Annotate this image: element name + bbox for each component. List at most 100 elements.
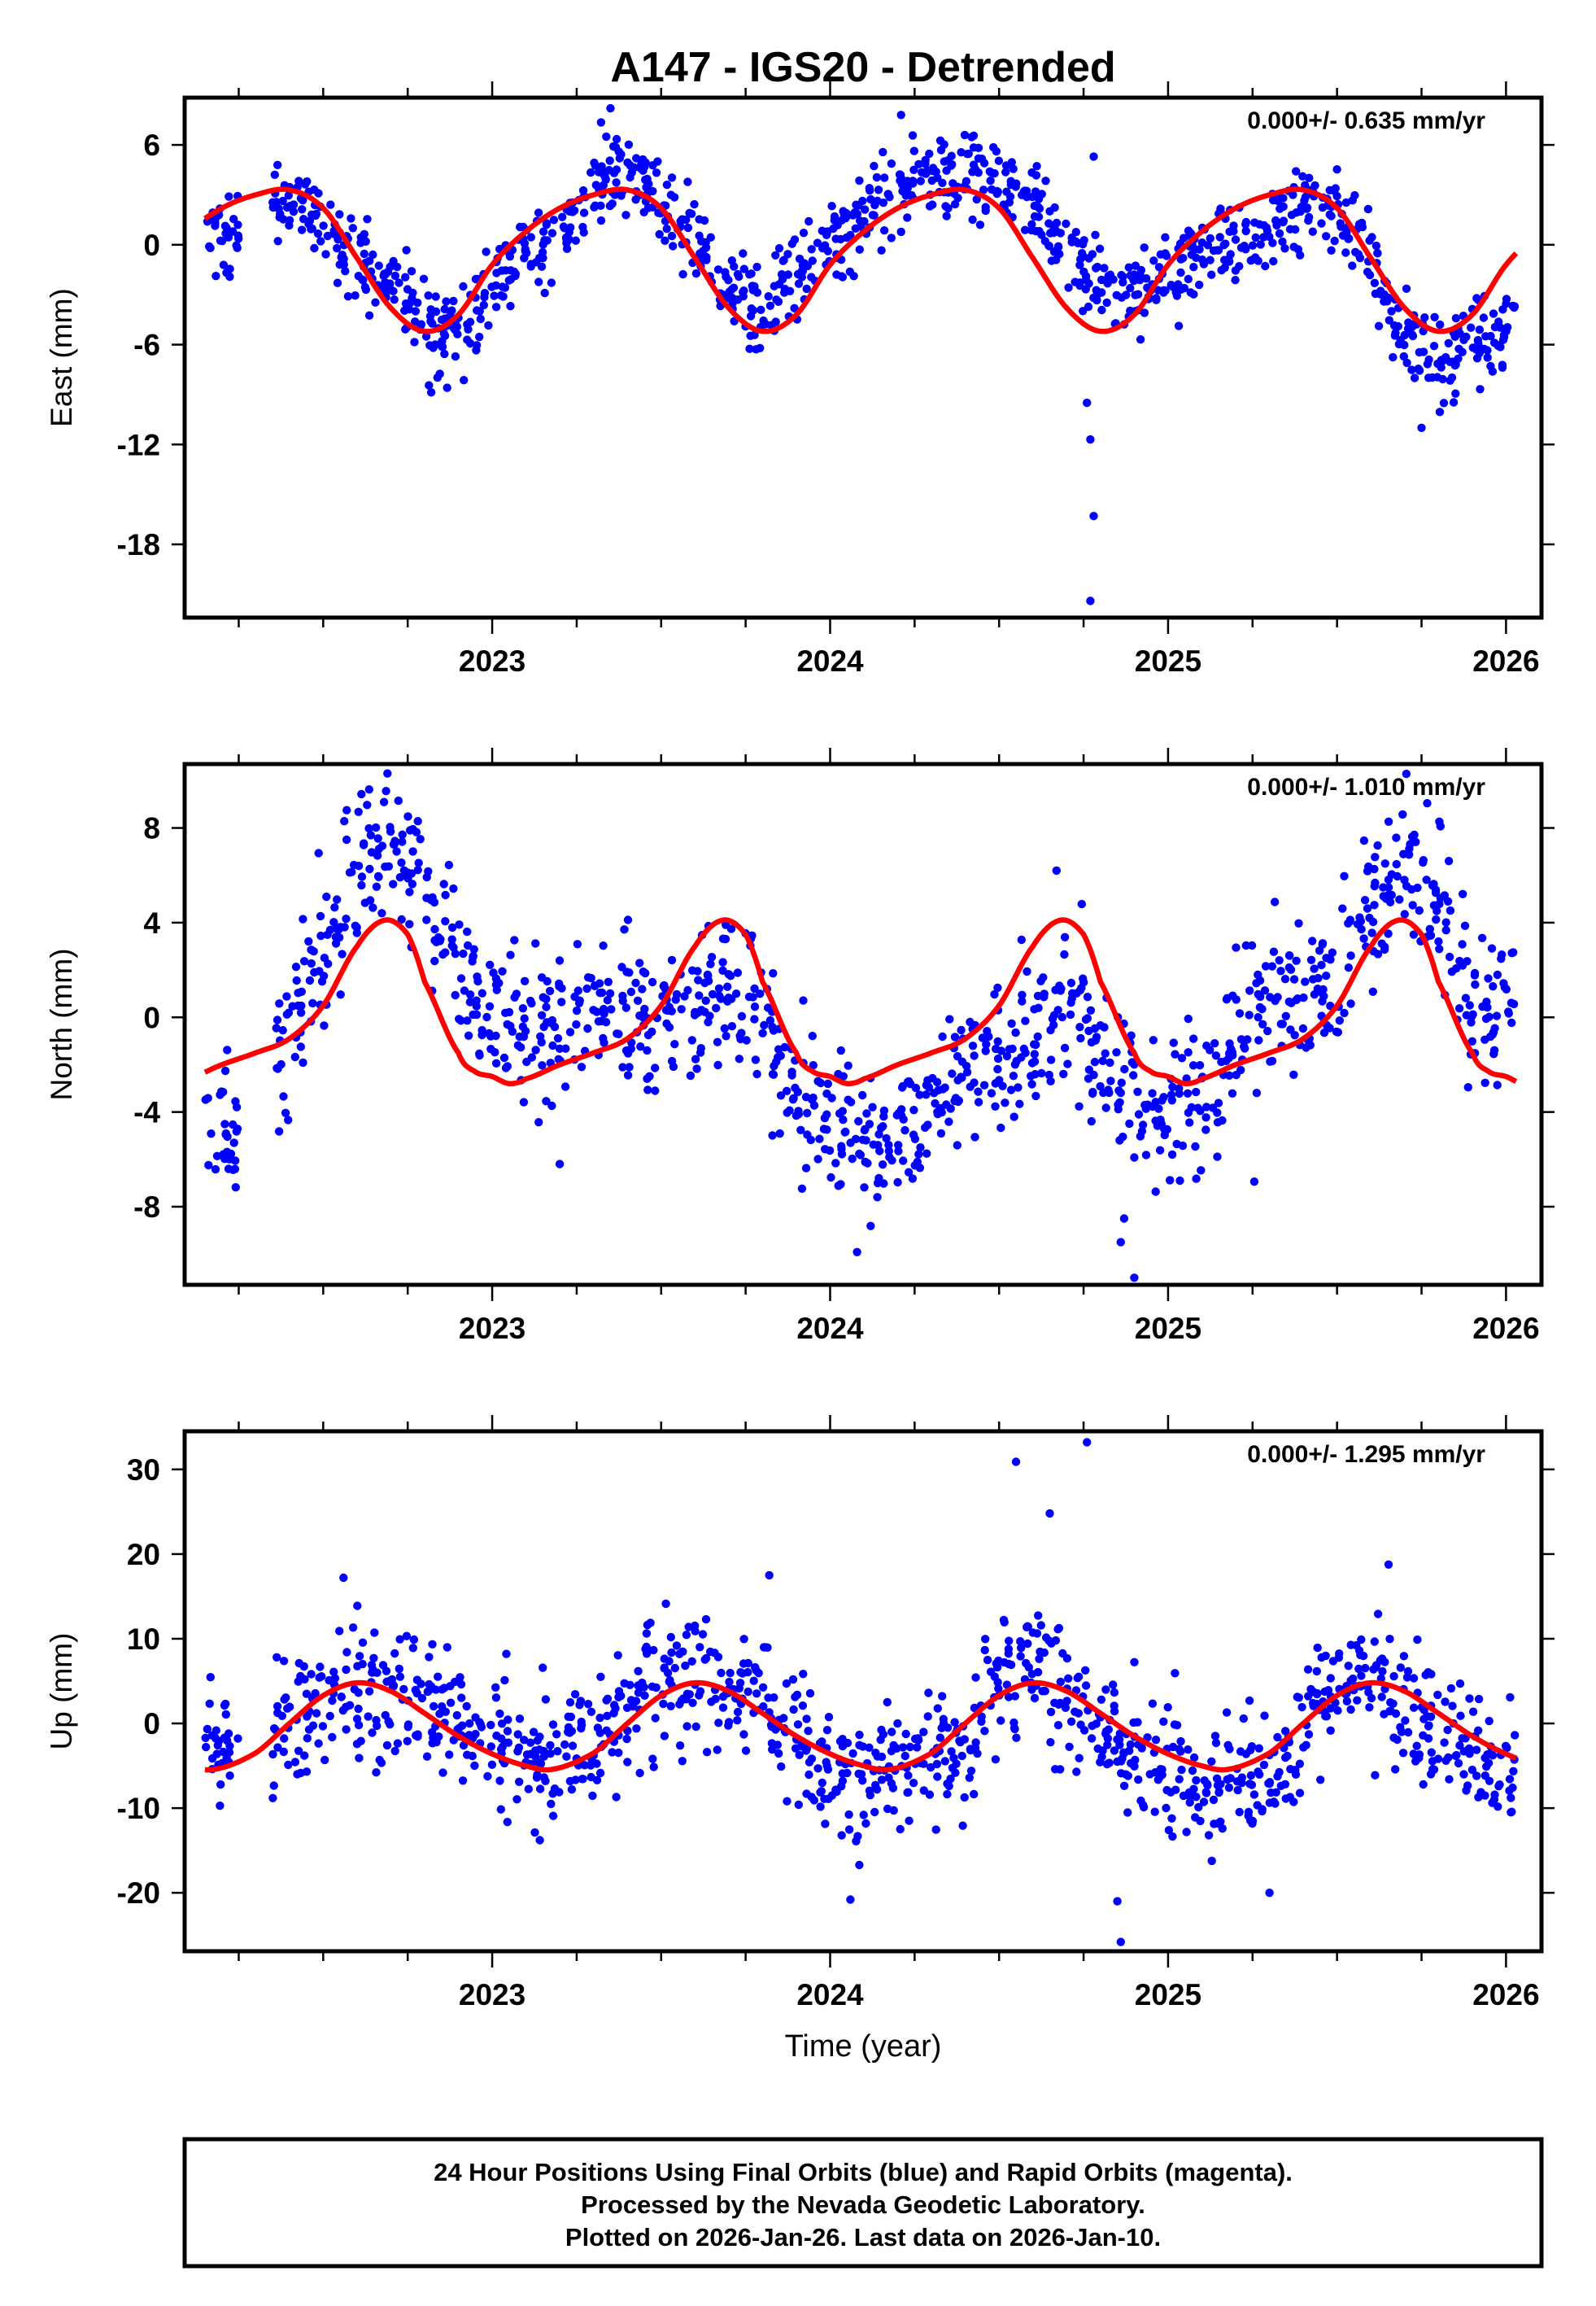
data-point [1062,1697,1071,1705]
data-point [669,242,678,251]
data-point [599,941,608,950]
data-point [883,1697,892,1707]
data-point [944,203,953,213]
data-point [1299,1743,1308,1752]
data-point [994,1684,1003,1693]
data-point [1171,1050,1180,1059]
data-point [1280,975,1290,984]
data-point [1322,972,1331,980]
data-point [960,1793,969,1802]
data-point [768,1131,777,1140]
data-point [422,915,431,924]
data-point [486,1045,495,1054]
data-point [285,1702,294,1711]
data-point [1272,221,1281,230]
data-point [722,1032,730,1041]
data-point [1235,262,1244,271]
data-point [848,1749,857,1758]
east-points [203,103,1520,605]
data-point [807,245,816,254]
data-point [1309,1688,1318,1697]
data-point [696,1044,705,1053]
data-point [390,1649,399,1658]
data-point [974,1087,983,1096]
data-point [333,895,342,904]
data-point [774,244,784,253]
data-point [416,835,425,844]
data-point [957,1751,966,1761]
data-point [573,940,582,949]
data-point [783,1797,791,1806]
x-tick-label: 2026 [1472,644,1539,678]
data-point [382,1677,391,1686]
data-point [333,278,342,287]
data-point-outlier [1089,152,1098,161]
data-point [335,210,344,219]
data-point [742,1036,751,1045]
data-point [1129,1071,1138,1080]
data-point [796,1125,805,1135]
data-point [950,1096,959,1106]
data-point [1027,1670,1037,1679]
data-point [731,989,741,998]
data-point [539,253,547,263]
data-point [520,1736,529,1745]
data-point [1391,329,1400,338]
data-point [395,1672,405,1681]
data-point [1317,960,1326,970]
data-point-outlier [1417,423,1426,432]
data-point [794,279,804,288]
data-point [924,1688,933,1697]
data-point [428,1640,437,1649]
data-point [1275,1767,1284,1777]
data-point [1326,1674,1336,1683]
data-point-outlier [1086,435,1095,444]
data-point [580,1761,589,1770]
data-point [667,173,677,182]
data-point [1033,1032,1042,1042]
data-point [609,168,619,177]
data-point [1030,1005,1039,1014]
data-point [981,1046,990,1055]
data-point [1333,1706,1342,1715]
data-point [1346,951,1355,960]
data-point [231,1183,240,1192]
data-point [456,1673,464,1682]
data-point [693,967,702,976]
data-point [1056,1677,1066,1687]
data-point [968,215,977,225]
data-point [1342,1697,1352,1705]
data-point [807,1754,817,1763]
data-point [672,1641,682,1650]
data-point [205,242,214,251]
data-point [1297,1702,1306,1712]
data-point [1088,1089,1097,1098]
data-point [472,346,481,355]
data-point [704,972,713,980]
data-point-outlier [765,1570,774,1580]
data-point [661,1599,670,1609]
data-point [475,1718,484,1727]
data-point [695,991,704,1000]
data-point [631,978,640,988]
data-point [504,1715,512,1724]
data-point [1030,1693,1040,1703]
data-point [326,200,335,209]
data-point [355,1652,364,1661]
data-point [1245,1011,1254,1020]
data-point [463,1750,472,1759]
data-point [933,1109,943,1119]
data-point [491,1693,501,1702]
data-point [1136,1132,1145,1141]
data-point [392,847,401,856]
data-point [998,1081,1007,1091]
data-point [441,917,450,926]
data-point [1424,1721,1433,1730]
data-point [787,1068,796,1077]
data-point [1176,1747,1185,1756]
data-point [308,998,317,1008]
data-point [809,1061,818,1070]
data-point [1211,1738,1221,1748]
data-point [534,208,543,217]
data-point [950,199,960,209]
